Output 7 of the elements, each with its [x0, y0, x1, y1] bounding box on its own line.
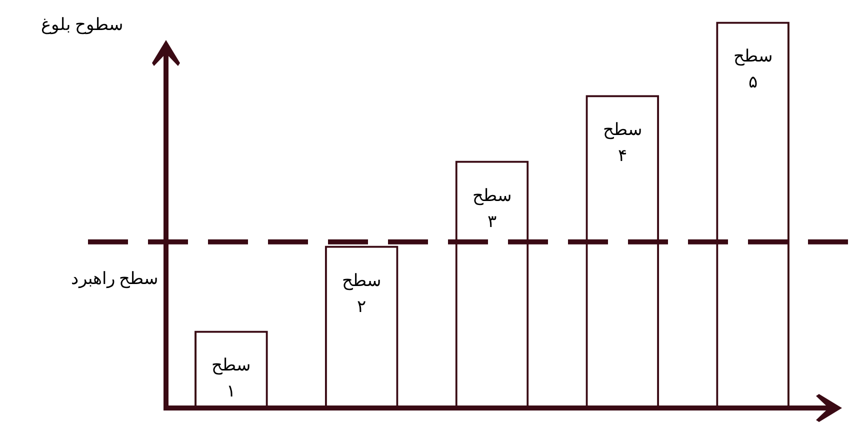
x-tick-label: سطح ۳	[472, 186, 512, 231]
x-tick-label: سطح ۵	[733, 46, 772, 92]
y-axis-title: سطوح بلوغ	[40, 15, 123, 35]
ref-line-label: سطح راهبرد	[70, 268, 158, 289]
x-tick-label: سطح ۴	[602, 120, 642, 166]
x-tick-label: سطح ۱	[212, 356, 251, 401]
x-tick-label: سطح ۲	[342, 270, 382, 316]
